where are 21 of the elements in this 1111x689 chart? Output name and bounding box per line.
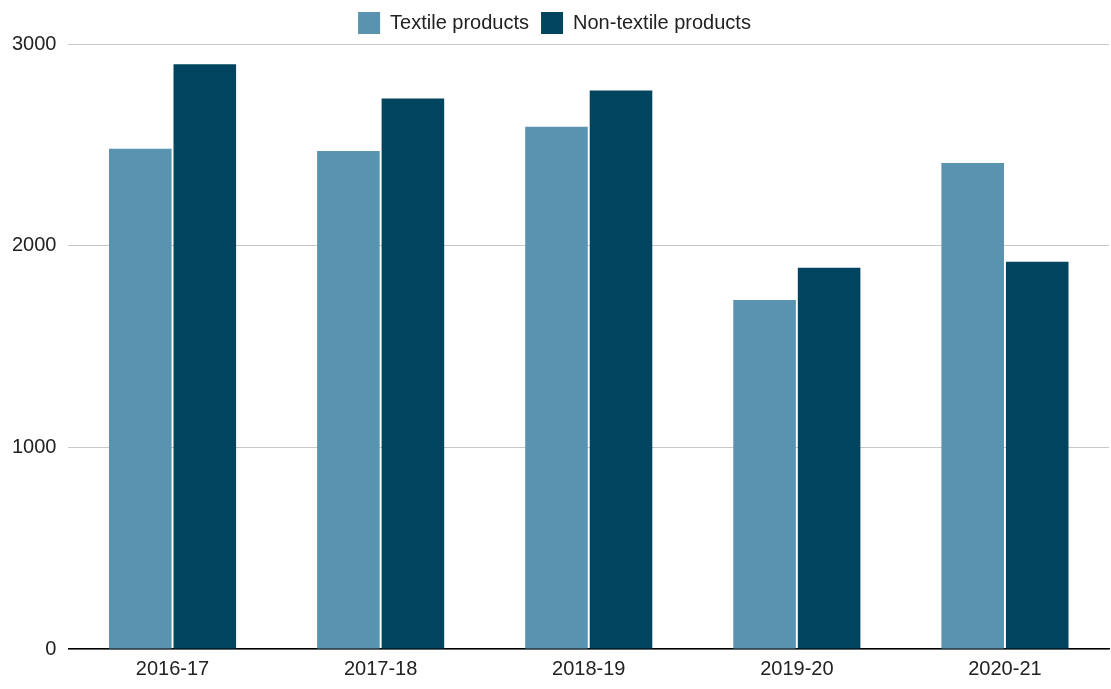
x-tick-label: 2016-17 [135,656,210,679]
bar [589,90,653,649]
bar [381,98,445,649]
y-tick-label: 3000 [11,31,57,54]
y-tick-label: 0 [45,636,57,659]
bar [941,162,1004,649]
bar [797,267,861,649]
bar [733,300,796,649]
bar [525,126,588,649]
x-tick-label: 2019-20 [760,656,834,679]
x-tick-label: 2017-18 [343,656,418,679]
bar [317,150,380,649]
legend-label: Textile products [390,10,530,33]
bar [1005,261,1069,649]
y-tick-label: 2000 [11,233,57,256]
y-tick-label: 1000 [11,434,57,457]
legend-label: Non-textile products [573,10,751,33]
bar [173,64,237,649]
bar [109,148,172,649]
x-tick-label: 2018-19 [552,656,626,679]
x-tick-label: 2020-21 [968,656,1042,679]
